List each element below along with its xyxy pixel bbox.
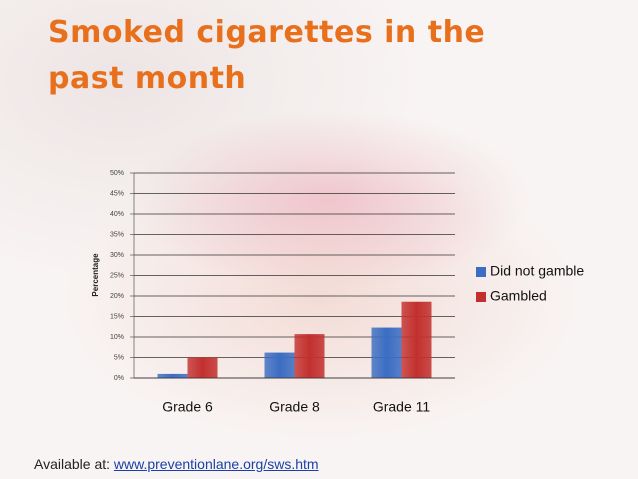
- bar: [401, 301, 432, 378]
- bar: [294, 334, 325, 378]
- y-tick-label: 35%: [110, 231, 124, 238]
- x-tick-label: Grade 8: [269, 399, 320, 415]
- slide-title: Smoked cigarettes in the past month: [48, 15, 486, 96]
- footer-link[interactable]: www.preventionlane.org/sws.htm: [113, 456, 319, 472]
- x-tick-label: Grade 6: [162, 399, 213, 415]
- footer: Available at: www.preventionlane.org/sws…: [34, 456, 319, 472]
- y-tick-label: 50%: [110, 170, 124, 177]
- legend-label: Gambled: [490, 288, 547, 304]
- bar: [187, 357, 218, 378]
- legend-swatch: [476, 292, 486, 302]
- y-tick-label: 20%: [110, 293, 124, 300]
- bar: [264, 352, 295, 378]
- footer-text: Available at:: [34, 456, 111, 472]
- x-tick-label: Grade 11: [373, 399, 431, 415]
- y-tick-label: 40%: [110, 211, 124, 218]
- y-tick-label: 25%: [110, 272, 124, 279]
- y-tick-label: 45%: [110, 190, 124, 197]
- y-tick-label: 5%: [114, 354, 124, 361]
- y-tick-label: 10%: [110, 334, 124, 341]
- y-tick-label: 30%: [110, 252, 124, 259]
- bar: [157, 373, 188, 378]
- y-axis-label: Percentage: [91, 253, 100, 297]
- legend-label: Did not gamble: [490, 263, 584, 279]
- y-tick-label: 0%: [114, 375, 124, 382]
- legend-swatch: [476, 267, 486, 277]
- bar: [371, 327, 402, 378]
- y-tick-label: 15%: [110, 313, 124, 320]
